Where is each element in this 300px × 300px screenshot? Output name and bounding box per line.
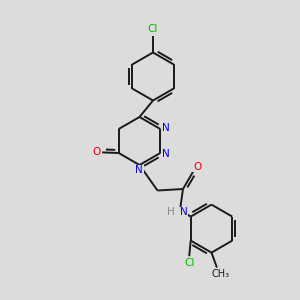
Text: N: N bbox=[180, 207, 188, 218]
Text: N: N bbox=[135, 165, 143, 176]
Text: N: N bbox=[161, 148, 169, 159]
Text: CH₃: CH₃ bbox=[212, 269, 230, 279]
Text: Cl: Cl bbox=[148, 24, 158, 34]
Text: H: H bbox=[167, 207, 175, 218]
Text: O: O bbox=[92, 147, 100, 158]
Text: N: N bbox=[161, 123, 169, 134]
Text: Cl: Cl bbox=[184, 258, 194, 268]
Text: O: O bbox=[193, 161, 201, 172]
